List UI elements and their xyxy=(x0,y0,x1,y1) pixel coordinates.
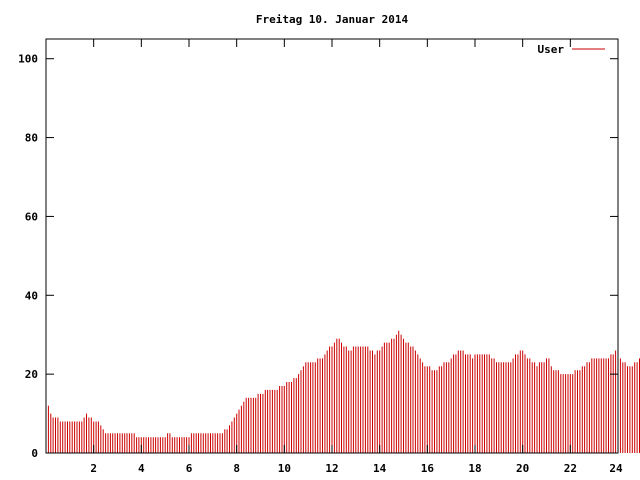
chart-title: Freitag 10. Januar 2014 xyxy=(256,13,409,26)
y-axis: 0 20 40 60 80 100 xyxy=(18,53,618,460)
x-axis: 2 4 6 8 10 12 14 16 18 20 22 24 xyxy=(90,39,623,475)
x-tick-label: 4 xyxy=(138,462,145,475)
legend: User xyxy=(538,43,605,56)
x-tick-label: 12 xyxy=(325,462,338,475)
x-tick-label: 8 xyxy=(233,462,240,475)
x-tick-label: 20 xyxy=(516,462,529,475)
y-tick-label: 60 xyxy=(25,210,38,223)
bars-group xyxy=(45,330,640,453)
x-tick-label: 22 xyxy=(564,462,577,475)
y-tick-label: 40 xyxy=(25,289,38,302)
x-tick-label: 24 xyxy=(609,462,623,475)
x-tick-label: 2 xyxy=(90,462,97,475)
x-tick-label: 6 xyxy=(186,462,193,475)
y-tick-label: 100 xyxy=(18,53,38,66)
x-tick-label: 10 xyxy=(278,462,291,475)
y-tick-label: 0 xyxy=(31,447,38,460)
y-tick-label: 20 xyxy=(25,368,38,381)
x-tick-label: 16 xyxy=(421,462,435,475)
x-tick-label: 14 xyxy=(373,462,387,475)
y-tick-label: 80 xyxy=(25,132,38,145)
legend-label-user: User xyxy=(538,43,565,56)
x-tick-label: 18 xyxy=(468,462,481,475)
